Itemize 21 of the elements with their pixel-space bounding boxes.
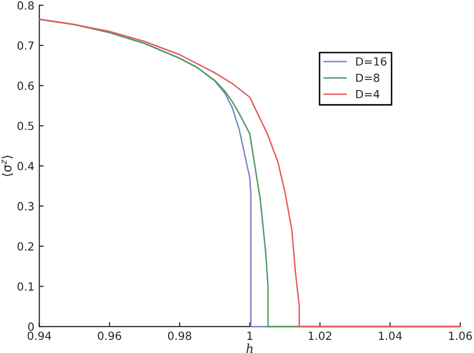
x-tick-label: 1.02	[308, 332, 332, 340]
legend-label: D=8	[356, 74, 380, 82]
legend-label: D=16	[356, 57, 386, 66]
x-tick-label: 1.06	[449, 332, 472, 340]
y-tick-label: 0.8	[18, 1, 34, 10]
y-tick-label: 0.4	[18, 162, 34, 170]
x-tick-label: 0.96	[98, 332, 122, 340]
x-tick-label: 1	[247, 332, 252, 340]
x-tick-label: 1.04	[378, 332, 402, 340]
y-tick-label: 0	[28, 322, 34, 331]
y-tick-label: 0.3	[18, 202, 34, 210]
y-tick-label: 0.6	[18, 82, 34, 90]
x-tick-label: 0.98	[168, 332, 192, 340]
y-tick-label: 0.5	[18, 122, 34, 130]
y-tick-label: 0.7	[18, 41, 34, 50]
legend-label: D=4	[356, 90, 380, 98]
y-tick-label: 0.1	[18, 282, 34, 291]
y-axis-title: ⟨σ$^{z}$⟩	[2, 156, 14, 176]
x-tick-label: 0.94	[28, 332, 52, 340]
y-tick-label: 0.2	[18, 242, 34, 251]
x-axis-title: h	[246, 344, 253, 353]
